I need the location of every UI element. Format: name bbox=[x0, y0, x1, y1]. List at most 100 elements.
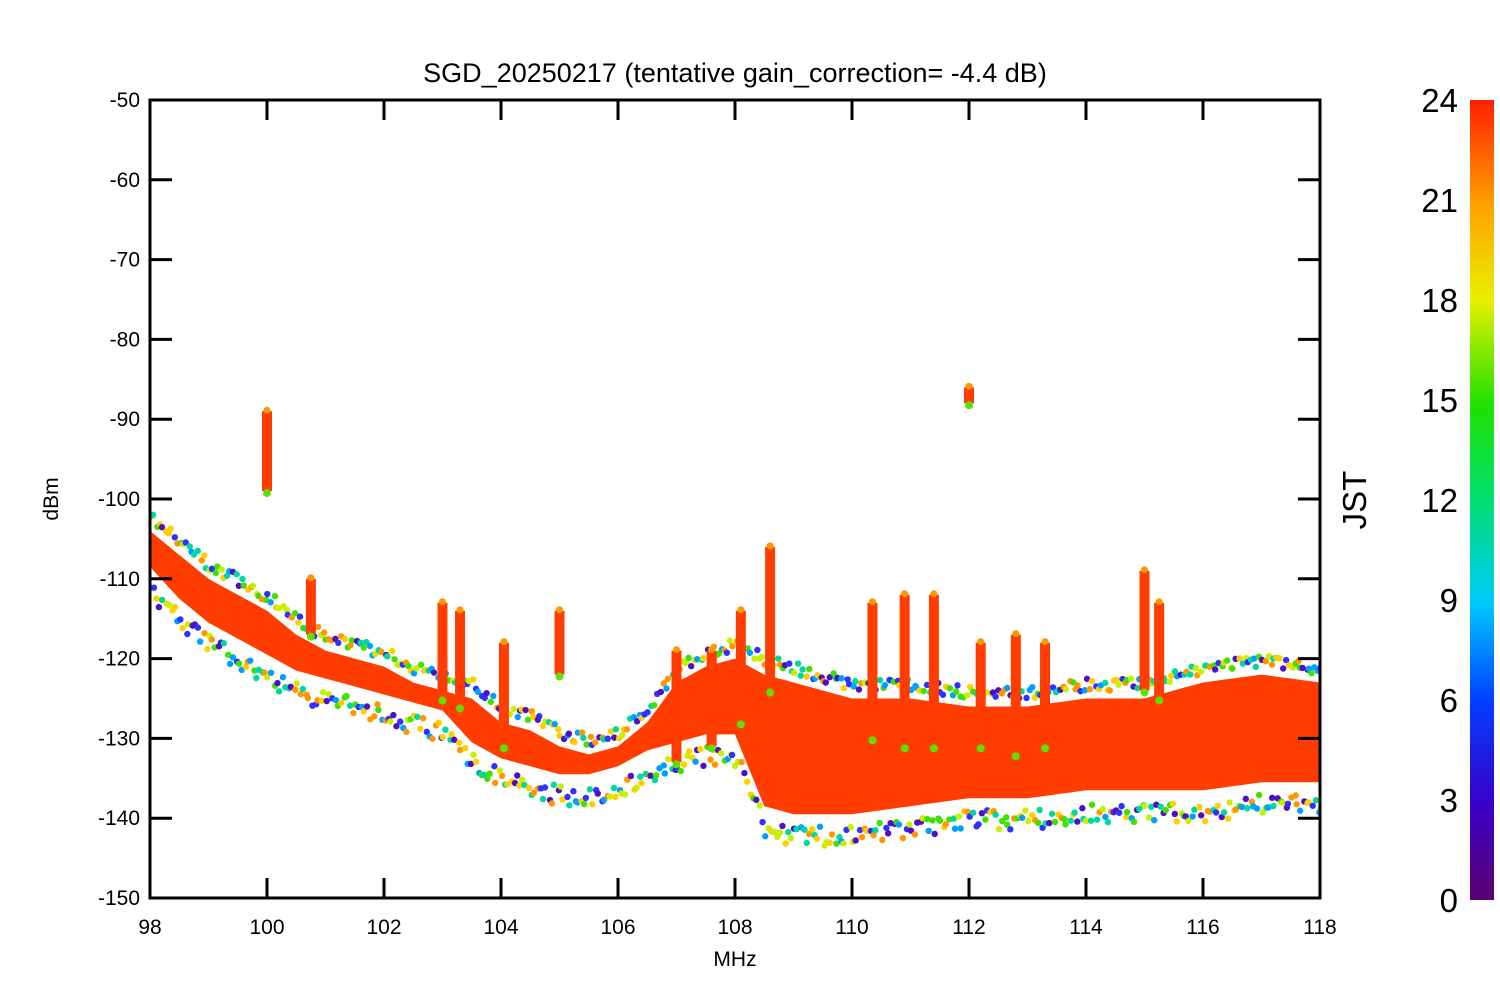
data-point bbox=[320, 629, 328, 636]
data-point bbox=[717, 750, 725, 757]
data-point bbox=[283, 606, 291, 614]
data-point bbox=[528, 707, 535, 715]
data-point bbox=[1062, 686, 1070, 693]
data-point bbox=[607, 728, 615, 735]
data-point bbox=[1214, 802, 1221, 810]
colorbar-tick-label: 9 bbox=[1440, 582, 1458, 619]
data-point bbox=[253, 674, 260, 682]
data-point bbox=[1268, 661, 1276, 668]
data-point bbox=[611, 734, 618, 741]
spike-point bbox=[1155, 696, 1164, 705]
spike-point bbox=[438, 696, 447, 705]
data-point bbox=[470, 751, 477, 759]
data-point bbox=[566, 802, 573, 809]
data-point bbox=[235, 582, 242, 590]
x-axis: 98 100 102 104 106 108 110 112 114 116 118 bbox=[138, 100, 1337, 939]
data-point bbox=[267, 669, 275, 676]
data-point bbox=[728, 751, 736, 759]
chart-title: SGD_20250217 (tentative gain_correction=… bbox=[423, 58, 1047, 88]
data-point bbox=[179, 624, 186, 632]
spike-point bbox=[439, 598, 446, 606]
data-point bbox=[524, 716, 532, 724]
data-point bbox=[461, 744, 469, 752]
colorbar: 0 3 6 9 12 15 18 21 24 JST bbox=[1336, 82, 1494, 919]
data-point bbox=[275, 688, 283, 695]
data-point bbox=[514, 713, 521, 721]
data-point bbox=[895, 821, 903, 828]
data-point bbox=[647, 772, 654, 779]
spike-signal bbox=[765, 546, 776, 691]
data-point bbox=[872, 827, 879, 834]
data-point bbox=[992, 693, 999, 700]
spike-point bbox=[976, 744, 985, 753]
data-point bbox=[1029, 683, 1036, 691]
data-point bbox=[1104, 818, 1112, 826]
data-point bbox=[806, 665, 813, 673]
data-point bbox=[700, 762, 707, 770]
spike-point bbox=[263, 489, 271, 498]
data-point bbox=[413, 665, 420, 672]
data-point bbox=[490, 692, 497, 700]
data-point bbox=[514, 772, 521, 779]
data-point bbox=[694, 656, 701, 663]
data-point bbox=[194, 624, 202, 631]
data-point bbox=[920, 687, 927, 695]
data-point bbox=[455, 739, 463, 746]
spike-point bbox=[868, 598, 876, 606]
spike-point bbox=[456, 704, 465, 713]
data-point bbox=[998, 817, 1006, 825]
data-point bbox=[474, 688, 482, 695]
data-point bbox=[1106, 687, 1114, 694]
colorbar-tick-label: 6 bbox=[1440, 682, 1458, 719]
data-point bbox=[657, 688, 665, 696]
data-point bbox=[1025, 817, 1032, 825]
data-point bbox=[589, 801, 596, 808]
data-point bbox=[274, 679, 281, 687]
data-point bbox=[1061, 815, 1068, 823]
data-point bbox=[226, 660, 234, 668]
data-point bbox=[448, 731, 455, 738]
data-point bbox=[491, 763, 498, 770]
spike-point bbox=[901, 590, 909, 598]
data-point bbox=[911, 831, 919, 838]
data-point bbox=[171, 603, 179, 611]
spike-point bbox=[1140, 688, 1149, 697]
data-point bbox=[318, 697, 326, 705]
data-point bbox=[570, 788, 577, 795]
data-point bbox=[741, 769, 748, 777]
data-point bbox=[899, 834, 907, 842]
data-point bbox=[229, 654, 237, 661]
spike-point bbox=[556, 606, 563, 614]
data-point bbox=[571, 738, 578, 746]
data-point bbox=[992, 811, 999, 818]
spike-point bbox=[1011, 752, 1020, 761]
y-tick-label: -130 bbox=[98, 727, 140, 750]
spike-point bbox=[673, 646, 680, 654]
data-point bbox=[484, 775, 491, 782]
data-point bbox=[592, 739, 599, 746]
data-point bbox=[852, 678, 859, 685]
data-point bbox=[171, 534, 179, 541]
data-point bbox=[1262, 658, 1270, 665]
data-point bbox=[954, 682, 961, 689]
data-point bbox=[756, 802, 764, 809]
data-point bbox=[711, 761, 719, 768]
data-point bbox=[388, 647, 396, 655]
data-point bbox=[852, 837, 859, 844]
data-point bbox=[951, 825, 959, 832]
data-point bbox=[557, 783, 564, 790]
data-point bbox=[1079, 805, 1086, 812]
data-point bbox=[782, 840, 789, 847]
data-point bbox=[200, 552, 208, 559]
spike-signal bbox=[975, 642, 986, 747]
data-point bbox=[816, 823, 824, 830]
data-point bbox=[1088, 801, 1096, 808]
data-point bbox=[1102, 813, 1109, 821]
data-point bbox=[870, 831, 877, 839]
data-point bbox=[779, 822, 786, 830]
data-point bbox=[184, 630, 191, 638]
data-point bbox=[439, 733, 446, 741]
spike-point bbox=[868, 736, 877, 745]
data-point bbox=[153, 595, 160, 602]
spike-signal bbox=[706, 650, 717, 747]
